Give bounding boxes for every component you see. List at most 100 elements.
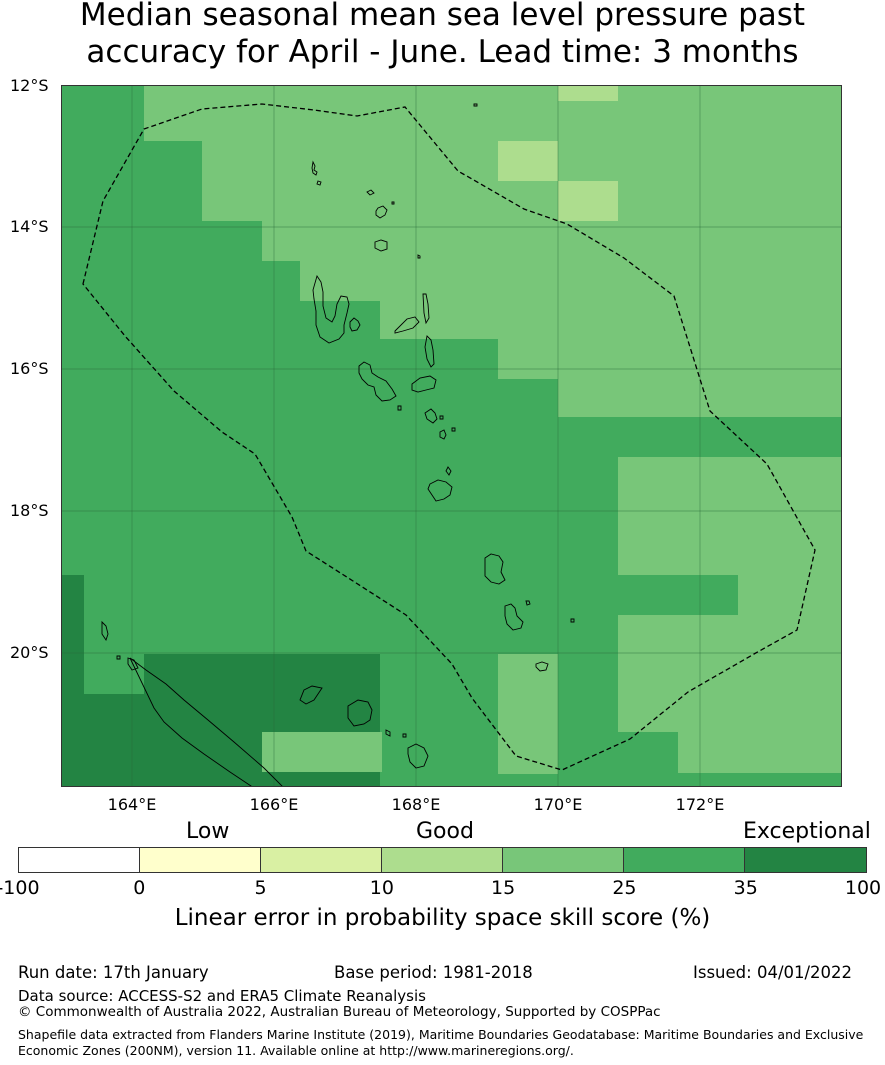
- island: [358, 361, 397, 402]
- colorbar-category-exceptional: Exceptional: [743, 819, 871, 844]
- skill-cell: [84, 86, 841, 101]
- colorbar-category-good: Good: [416, 819, 474, 844]
- island: [411, 375, 437, 393]
- skill-cell: [262, 772, 380, 786]
- skill-cell: [558, 379, 841, 417]
- island: [417, 254, 421, 259]
- colorbar-segment: [624, 848, 745, 872]
- colorbar-tick-label: 10: [369, 877, 394, 899]
- skill-cell: [380, 301, 841, 339]
- island: [394, 316, 420, 334]
- island: [374, 239, 388, 252]
- skill-cell: [618, 417, 678, 457]
- skill-cell: [300, 261, 841, 301]
- lon-label: 172°E: [675, 795, 725, 814]
- skill-cell: [618, 575, 678, 615]
- island: [422, 293, 430, 325]
- island: [535, 661, 549, 672]
- skill-cell: [262, 221, 841, 261]
- shapefile-credit: Shapefile data extracted from Flanders M…: [18, 1027, 864, 1058]
- skill-cell: [262, 654, 380, 694]
- island: [407, 743, 429, 769]
- island: [525, 600, 531, 606]
- skill-cell: [558, 732, 618, 772]
- colorbar-tick-label: 35: [733, 877, 758, 899]
- skill-cell: [558, 772, 618, 786]
- skill-cell: [144, 101, 841, 141]
- skill-cell: [618, 692, 678, 732]
- island: [484, 553, 506, 585]
- lat-label: 18°S: [10, 501, 49, 520]
- island: [445, 466, 452, 476]
- island: [347, 699, 373, 727]
- lon-label: 170°E: [533, 795, 583, 814]
- island: [570, 618, 575, 623]
- lon-label: 164°E: [107, 795, 157, 814]
- skill-cell: [618, 457, 841, 575]
- skill-cell: [498, 141, 558, 181]
- skill-cell: [82, 86, 144, 101]
- copyright: © Commonwealth of Australia 2022, Austra…: [18, 1004, 661, 1020]
- lat-label: 20°S: [10, 643, 49, 662]
- skill-cell: [62, 575, 84, 786]
- skill-cell: [678, 417, 738, 457]
- island: [349, 317, 361, 332]
- chart-title-line-1: Median seasonal mean sea level pressure …: [79, 0, 806, 33]
- island: [366, 189, 375, 196]
- skill-cell: [84, 694, 262, 786]
- island: [385, 729, 391, 737]
- skill-cell: [300, 694, 380, 732]
- colorbar-segment: [745, 848, 866, 872]
- lat-label: 12°S: [10, 76, 49, 95]
- island: [316, 180, 322, 186]
- island-coastlines: [101, 103, 575, 786]
- island: [402, 733, 407, 738]
- lon-label: 166°E: [249, 795, 299, 814]
- island: [312, 274, 350, 344]
- colorbar-tick-label: 0: [133, 877, 146, 899]
- island: [391, 201, 395, 205]
- skill-map: [61, 85, 842, 787]
- island: [439, 429, 447, 440]
- colorbar-tick-label: -100: [0, 877, 40, 899]
- eez-boundary: [82, 103, 816, 771]
- island: [427, 479, 453, 502]
- skill-cell: [558, 181, 618, 221]
- colorbar-segment: [140, 848, 261, 872]
- colorbar-segment: [19, 848, 140, 872]
- chart-title-line-2: accuracy for April - June. Lead time: 3 …: [86, 34, 799, 70]
- colorbar-label: Linear error in probability space skill …: [174, 905, 711, 931]
- colorbar-tick-label: 100: [844, 877, 882, 899]
- skill-cell: [144, 654, 262, 694]
- island: [451, 427, 456, 432]
- colorbar-tick-label: 25: [612, 877, 637, 899]
- island: [397, 405, 402, 411]
- skill-cell: [262, 694, 300, 732]
- island: [504, 603, 524, 631]
- base-period: Base period: 1981-2018: [334, 963, 533, 982]
- skill-cell: [262, 732, 382, 772]
- skill-cell: [498, 339, 841, 379]
- colorbar-tick-label: 15: [491, 877, 516, 899]
- skill-cell: [678, 731, 841, 773]
- island: [129, 657, 283, 786]
- skill-cell: [380, 772, 498, 786]
- island: [101, 620, 109, 642]
- lat-label: 16°S: [10, 359, 49, 378]
- colorbar-tick-label: 5: [254, 877, 267, 899]
- issued-date: Issued: 04/01/2022: [693, 963, 853, 982]
- island: [311, 160, 318, 176]
- run-date: Run date: 17th January: [18, 963, 209, 982]
- skill-cell: [498, 654, 558, 774]
- island: [299, 685, 323, 705]
- island: [473, 103, 478, 107]
- data-source: Data source: ACCESS-S2 and ERA5 Climate …: [18, 987, 426, 1005]
- island: [439, 415, 444, 420]
- skill-cell: [678, 575, 738, 615]
- lon-label: 168°E: [391, 795, 441, 814]
- colorbar-segment: [503, 848, 624, 872]
- colorbar-segment: [261, 848, 382, 872]
- colorbar-segment: [382, 848, 503, 872]
- lat-label: 14°S: [10, 217, 49, 236]
- colorbar-category-low: Low: [186, 819, 230, 844]
